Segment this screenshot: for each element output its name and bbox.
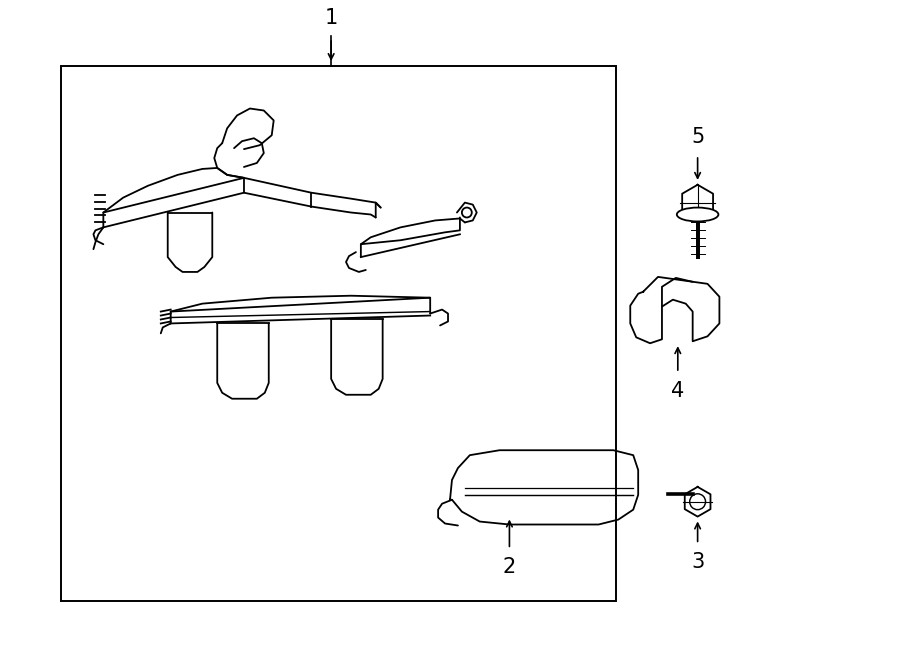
Text: 4: 4 — [671, 381, 684, 401]
Text: 3: 3 — [691, 552, 704, 572]
Text: 5: 5 — [691, 127, 704, 147]
Text: 2: 2 — [503, 557, 516, 577]
Ellipse shape — [677, 208, 718, 221]
Text: 1: 1 — [325, 9, 338, 28]
Bar — [60, 66, 616, 601]
